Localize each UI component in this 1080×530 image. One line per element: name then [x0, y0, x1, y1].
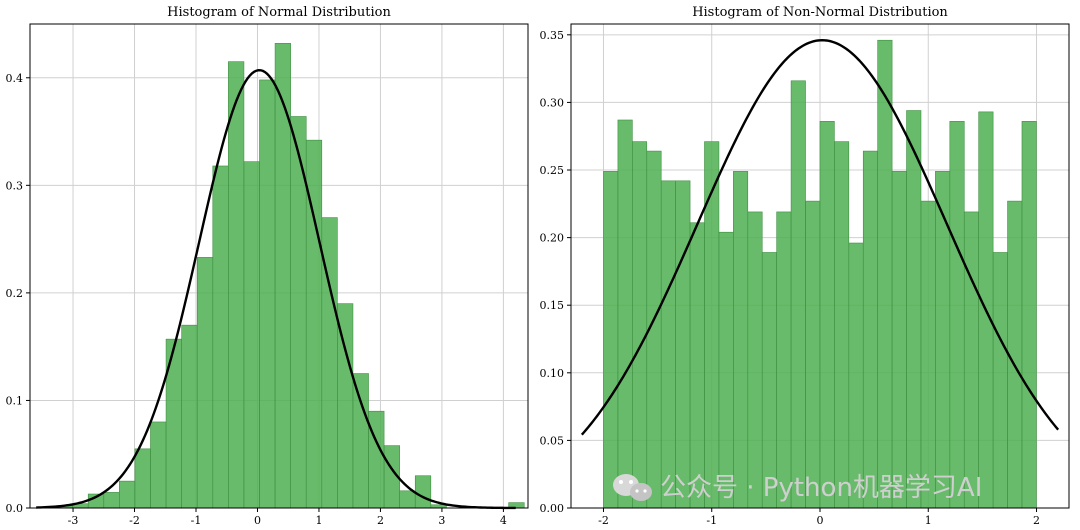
histogram-bar	[603, 171, 619, 509]
histogram-bar	[399, 490, 416, 509]
chart-title: Histogram of Non-Normal Distribution	[692, 5, 948, 20]
histogram-bar	[150, 421, 167, 509]
y-tick-label: 0.00	[540, 502, 565, 515]
histogram-bar	[337, 303, 354, 509]
non-normal-histogram-panel: -2 -1 0 1 2 0.00 0.05 0.10 0.15 0.20 0.25 0.30 0.35 H…	[540, 5, 1070, 527]
y-tick-label: 0.2	[6, 287, 24, 300]
histogram-bar	[790, 80, 806, 509]
plot-frame	[29, 23, 529, 509]
x-tick-label: -1	[191, 514, 202, 527]
chart-title: Histogram of Normal Distribution	[167, 5, 391, 20]
wechat-icon	[613, 474, 652, 501]
histogram-bar	[134, 448, 151, 509]
y-tick-label: 0.10	[540, 367, 565, 380]
histogram-bar	[1021, 121, 1037, 509]
histogram-bar	[920, 200, 936, 509]
x-tick-label: 4	[500, 514, 507, 527]
histogram-bar	[274, 43, 291, 509]
histogram-bar	[617, 119, 633, 509]
x-tick-label: 2	[377, 514, 384, 527]
histogram-bar	[181, 324, 198, 509]
histogram-bar	[632, 141, 648, 509]
histogram-bar	[660, 180, 676, 509]
histogram-bar	[103, 492, 120, 509]
y-tick-label: 0.35	[540, 29, 565, 42]
y-tick-label: 0.05	[540, 434, 565, 447]
histogram-bar	[963, 211, 979, 509]
histogram-bar	[119, 480, 136, 509]
histogram-bar	[352, 373, 369, 509]
histogram-bar	[675, 180, 691, 509]
histogram-bar	[848, 242, 864, 509]
y-tick-label: 0.0	[6, 502, 24, 515]
histogram-bar	[906, 110, 922, 509]
x-tick-label: 0	[254, 514, 261, 527]
x-tick-label: 0	[817, 514, 824, 527]
histogram-bar	[949, 121, 965, 509]
histogram-bar	[747, 211, 763, 509]
watermark-text: 公众号 · Python机器学习AI	[660, 473, 982, 503]
y-tick-label: 0.15	[540, 299, 565, 312]
x-tick-label: 1	[315, 514, 322, 527]
histogram-bar	[761, 252, 777, 509]
x-tick-label: 2	[1033, 514, 1040, 527]
x-tick-label: -3	[68, 514, 79, 527]
histogram-bar	[228, 61, 245, 509]
normal-histogram-panel: -3 -2 -1 0 1 2 3 4 0.0 0.1 0.2 0.3 0.4 Histogram of N…	[6, 5, 529, 527]
y-tick-label: 0.4	[6, 72, 24, 85]
histogram-bar	[259, 79, 276, 509]
y-tick-label: 0.20	[540, 232, 565, 245]
y-tick-label: 0.30	[540, 96, 565, 109]
histogram-bar	[862, 150, 878, 509]
x-tick-label: 3	[438, 514, 445, 527]
histogram-bar	[992, 252, 1008, 509]
histogram-bar	[704, 141, 720, 509]
pdf-curve	[580, 39, 1060, 436]
x-tick-label: -2	[129, 514, 140, 527]
histogram-bar	[776, 211, 792, 509]
histogram-bar	[243, 161, 260, 509]
histogram-bar	[877, 39, 893, 509]
histogram-bar	[689, 222, 705, 509]
histogram-bar	[414, 475, 432, 509]
histogram-bar	[819, 121, 835, 509]
histogram-bar	[891, 171, 907, 509]
histogram-bar	[834, 141, 850, 509]
histogram-bar	[718, 231, 734, 509]
histogram-bar	[196, 257, 214, 509]
x-tick-label: -2	[598, 514, 609, 527]
histogram-bar	[212, 165, 229, 509]
x-tick-label: -1	[706, 514, 717, 527]
x-tick-label: 1	[925, 514, 932, 527]
y-tick-label: 0.1	[6, 394, 24, 407]
y-tick-label: 0.3	[6, 179, 24, 192]
y-tick-label: 0.25	[540, 164, 565, 177]
histogram-bar	[733, 171, 749, 509]
watermark: 公众号 · Python机器学习AI	[613, 473, 982, 503]
histogram-bar	[805, 200, 821, 509]
histogram-bar	[368, 410, 385, 509]
pdf-curve	[36, 68, 516, 510]
histogram-bar	[935, 171, 951, 509]
